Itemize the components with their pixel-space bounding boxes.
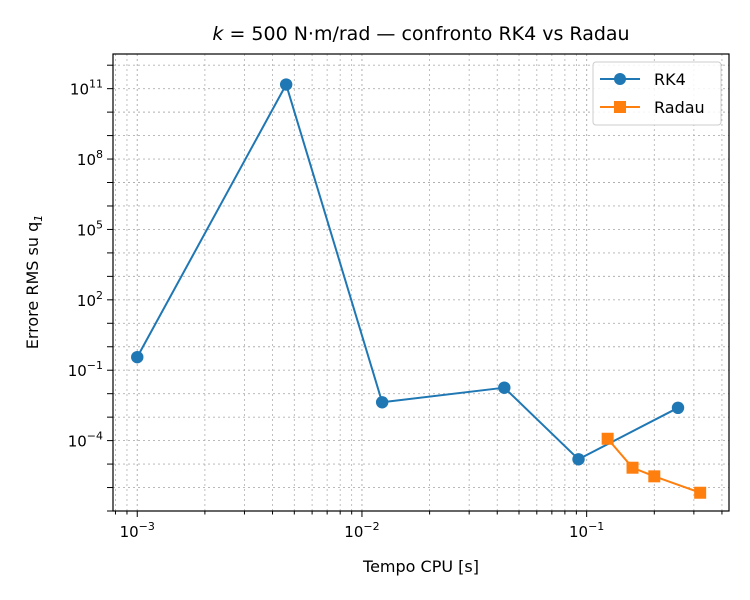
legend-radau-marker — [614, 101, 626, 113]
series-group — [131, 78, 707, 499]
y-tick-label-base: 10 — [70, 81, 89, 99]
rk4-point — [279, 78, 293, 91]
series-radau — [601, 432, 707, 499]
legend-radau-label: Radau — [654, 98, 705, 117]
plot-frame — [112, 53, 730, 512]
y-tick-label-exp: −4 — [87, 430, 103, 443]
y-axis-label-main: Errore RMS su q — [23, 222, 42, 349]
title-k: k — [212, 23, 224, 45]
x-tick-label-exp: −2 — [363, 520, 379, 533]
radau-point — [626, 461, 639, 474]
y-tick-label-base: 10 — [68, 433, 87, 451]
rk4-point — [498, 381, 511, 394]
y-tick-label: 1011 — [70, 78, 103, 99]
legend-rk4-marker — [614, 73, 626, 85]
rk4-point — [131, 350, 144, 364]
y-axis-label: Errore RMS su q1 — [23, 215, 45, 349]
x-tick-label: 10−1 — [569, 520, 604, 541]
y-tick-label: 10−4 — [68, 430, 103, 451]
x-tick-label-base: 10 — [344, 523, 363, 541]
x-tick-label-base: 10 — [120, 523, 139, 541]
y-tick-label-exp: 5 — [96, 218, 103, 231]
radau-point — [694, 486, 707, 499]
rk4-point — [375, 396, 389, 409]
rk4-line — [136, 83, 679, 461]
y-tick-label: 108 — [77, 148, 103, 169]
y-tick-label-base: 10 — [77, 151, 96, 169]
radau-point — [648, 470, 661, 483]
series-rk4 — [131, 78, 685, 466]
legend-rk4-label: RK4 — [654, 70, 686, 89]
y-tick-label-exp: 2 — [96, 289, 103, 302]
y-tick-label: 105 — [77, 218, 103, 239]
title-rest: = 500 N·m/rad — confronto RK4 vs Radau — [223, 23, 629, 45]
x-tick-label: 10−3 — [120, 520, 155, 541]
y-tick-label: 10−1 — [68, 359, 103, 380]
y-axis-label-sub: 1 — [32, 215, 45, 222]
y-tick-label-base: 10 — [68, 362, 87, 380]
y-tick-label-exp: 11 — [89, 78, 103, 91]
x-tick-label-base: 10 — [569, 523, 588, 541]
x-axis-label: Tempo CPU [s] — [362, 557, 479, 576]
y-tick-label-base: 10 — [77, 221, 96, 239]
y-tick-label: 102 — [77, 289, 103, 310]
y-tick-label-base: 10 — [77, 292, 96, 310]
y-tick-label-exp: −1 — [87, 359, 103, 372]
rk4-point — [671, 401, 685, 415]
radau-line — [606, 438, 701, 494]
legend: RK4 Radau — [592, 61, 722, 126]
radau-point — [601, 432, 614, 445]
x-tick-label-exp: −1 — [588, 520, 604, 533]
x-tick-label: 10−2 — [344, 520, 379, 541]
y-tick-label-exp: 8 — [96, 148, 103, 161]
x-tick-label-exp: −3 — [139, 520, 155, 533]
rk4-point — [572, 453, 585, 466]
chart-title: k = 500 N·m/rad — confronto RK4 vs Radau — [212, 23, 629, 45]
